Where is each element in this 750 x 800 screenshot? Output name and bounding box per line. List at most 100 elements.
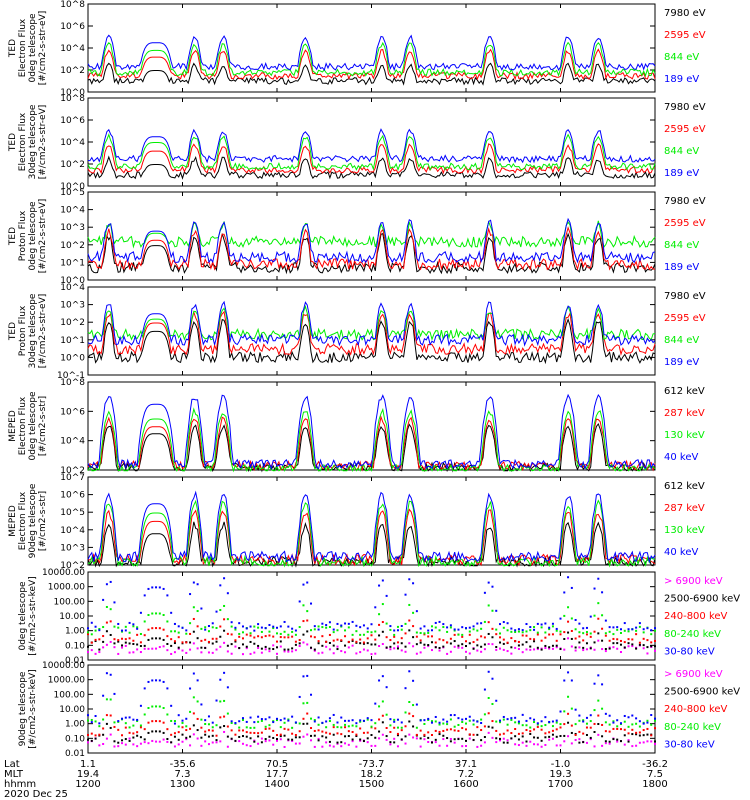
y-tick-label: 10^4 [60,437,85,447]
data-point [291,630,294,633]
data-point [412,636,415,639]
data-point [215,648,218,651]
data-point [136,633,139,636]
data-point [491,609,494,612]
data-point [245,744,248,747]
data-point [94,737,97,740]
data-point [173,745,176,748]
data-point [185,629,188,632]
data-point [241,718,244,721]
data-point [635,717,638,720]
data-point [548,720,551,723]
footer-mlt-value: 7.5 [647,769,663,780]
series-3 [87,695,656,729]
data-point [612,720,615,723]
data-point [362,719,365,722]
data-point [336,629,339,632]
data-point [351,639,354,642]
data-point [381,630,384,633]
data-point [393,633,396,636]
data-point [189,744,192,747]
data-point [642,631,645,634]
data-point [510,637,513,640]
data-point [654,627,656,630]
data-point [276,719,278,722]
data-point [533,718,536,721]
data-point [627,645,630,648]
data-point [476,649,479,652]
data-point [635,647,638,650]
data-point [113,692,116,695]
data-point [313,734,316,737]
data-point [302,633,305,636]
data-point [230,729,233,732]
data-point [563,734,566,737]
data-point [521,713,524,716]
data-point [192,696,195,699]
y-axis-label-line: 90deg telescope [28,483,38,558]
data-point [506,741,509,744]
data-point [223,629,226,632]
data-point [567,671,570,674]
data-point [544,622,547,625]
y-tick-label: 10^0 [60,276,85,286]
data-point [468,737,471,740]
data-point [495,699,498,702]
footer-lat-value: -73.7 [359,759,385,770]
data-point [529,717,532,720]
data-point [340,745,343,748]
data-point [487,642,490,645]
data-point [627,630,630,633]
data-point [124,629,127,632]
data-point [87,651,89,654]
footer-mlt-value: 7.3 [175,769,191,780]
legend-entry: 612 keV [664,386,705,397]
data-point [211,642,214,645]
data-point [328,732,331,735]
data-point [200,726,203,729]
data-point [298,736,301,739]
data-point [521,629,524,632]
data-point [631,745,634,748]
data-point [506,641,509,644]
series-line [87,310,656,357]
data-point [430,635,433,638]
data-point [340,733,343,736]
data-point [510,627,513,630]
data-point [166,687,169,690]
data-point [185,725,188,728]
data-point [544,732,547,735]
data-point [359,720,362,723]
data-point [351,738,354,741]
data-point [128,731,131,734]
data-point [226,745,229,748]
y-axis-label-line: 30deg telescope [28,293,38,368]
data-point [196,583,199,586]
data-point [121,646,124,649]
data-point [510,717,513,720]
data-point [245,731,248,734]
legend-entry: 130 keV [664,430,705,441]
data-point [359,739,362,742]
data-point [215,637,218,640]
data-point [453,729,456,732]
y-axis-label: 0deg telescope[#/cm2-s-str-keV] [18,576,38,655]
data-point [344,735,347,738]
data-point [219,716,222,719]
data-point [181,733,184,736]
data-point [491,726,494,729]
data-point [121,630,124,633]
data-point [234,626,237,629]
data-point [631,645,634,648]
data-point [521,732,524,735]
footer-hhmm-value: 1600 [453,779,478,790]
data-point [147,614,150,617]
data-point [105,643,108,646]
data-point [351,740,354,743]
data-point [121,739,124,742]
panel-7: 0.010.101.0010.00100.001000.0010000.000d… [18,568,740,666]
data-point [449,650,452,653]
data-point [612,642,615,645]
data-point [540,623,543,626]
